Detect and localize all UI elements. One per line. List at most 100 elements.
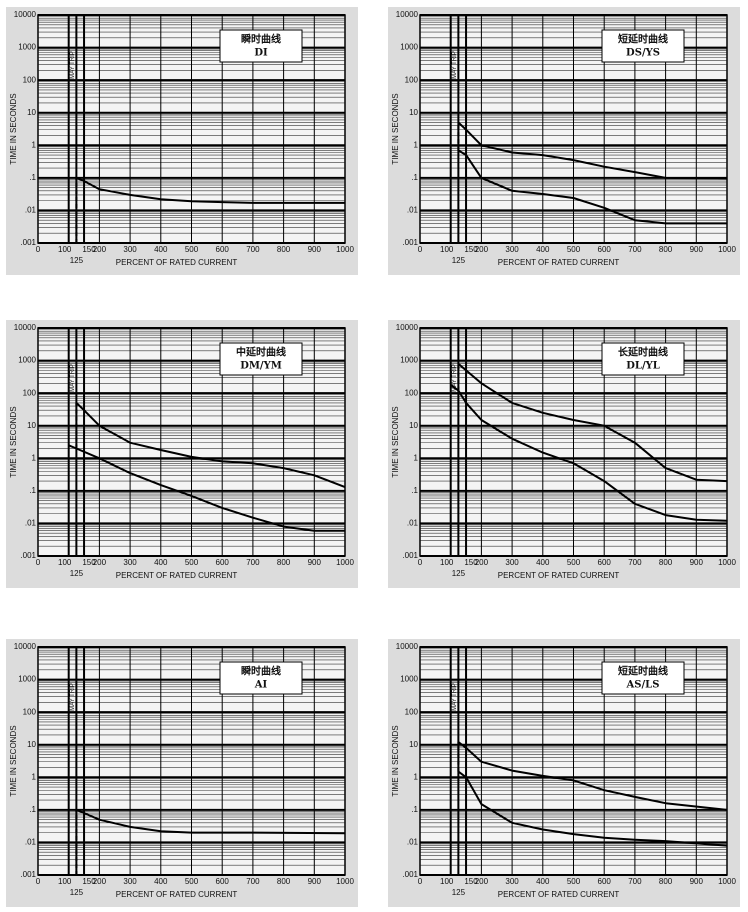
x-tick-label: 400 bbox=[536, 877, 550, 886]
x-tick-label: 500 bbox=[185, 245, 199, 254]
y-axis-label: TIME IN SECONDS bbox=[391, 725, 400, 796]
x-tick-label: 600 bbox=[216, 558, 230, 567]
y-tick-label: 10 bbox=[409, 108, 418, 117]
x-tick-label: 200 bbox=[93, 877, 107, 886]
y-axis-label: TIME IN SECONDS bbox=[9, 725, 18, 796]
curve bbox=[76, 808, 346, 835]
annotation: MAY TRIP bbox=[70, 364, 76, 392]
x-tick-label: 500 bbox=[185, 558, 199, 567]
x-tick-label: 1000 bbox=[336, 877, 354, 886]
chart-subtitle: AS/LS bbox=[626, 680, 660, 691]
x-tick-label: 200 bbox=[93, 558, 107, 567]
y-tick-label: 1 bbox=[414, 453, 419, 462]
y-tick-label: .001 bbox=[20, 551, 36, 560]
curve bbox=[457, 741, 728, 811]
annotation: MAY TRIP bbox=[452, 364, 458, 392]
x-tick-label: 700 bbox=[246, 877, 260, 886]
y-tick-label: 1000 bbox=[18, 43, 36, 52]
x-axis-label: PERCENT OF RATED CURRENT bbox=[498, 890, 620, 899]
y-tick-label: 1000 bbox=[18, 356, 36, 365]
x-axis-label: PERCENT OF RATED CURRENT bbox=[116, 258, 238, 267]
chart-subtitle: DS/YS bbox=[626, 48, 660, 59]
x-tick-label: 900 bbox=[308, 877, 322, 886]
x-tick-label: 1000 bbox=[336, 558, 354, 567]
y-tick-label: 10000 bbox=[14, 642, 37, 651]
x-tick-label: 500 bbox=[567, 245, 581, 254]
y-tick-label: .1 bbox=[29, 486, 36, 495]
x-tick-label: 300 bbox=[123, 245, 137, 254]
x-tick-label: 100 bbox=[440, 558, 454, 567]
x-axis-label: PERCENT OF RATED CURRENT bbox=[498, 571, 620, 580]
x-tick-label: 100 bbox=[440, 877, 454, 886]
x-tick-label: 1000 bbox=[718, 245, 736, 254]
x-tick-label: 100 bbox=[440, 245, 454, 254]
y-tick-label: .01 bbox=[407, 838, 419, 847]
x-tick-label: 1000 bbox=[336, 245, 354, 254]
title-box bbox=[219, 342, 303, 376]
x-tick-label: 0 bbox=[418, 558, 423, 567]
curve bbox=[457, 121, 728, 180]
x-tick-label: 300 bbox=[505, 245, 519, 254]
x-tick-label: 1000 bbox=[718, 558, 736, 567]
curve bbox=[457, 770, 728, 847]
y-tick-label: .1 bbox=[29, 173, 36, 182]
x-tick-label: 0 bbox=[36, 245, 41, 254]
y-tick-label: 100 bbox=[23, 388, 37, 397]
x-tick-label: 400 bbox=[154, 877, 168, 886]
x-tick-label: 900 bbox=[690, 245, 704, 254]
x-tick-label: 900 bbox=[690, 877, 704, 886]
x-tick-label: 125 bbox=[70, 256, 84, 265]
annotation: MAY TRIP bbox=[70, 51, 76, 79]
y-tick-label: 10000 bbox=[396, 10, 419, 19]
y-tick-label: 10 bbox=[27, 421, 36, 430]
y-tick-label: 100 bbox=[23, 75, 37, 84]
y-tick-label: 10 bbox=[409, 421, 418, 430]
x-tick-label: 800 bbox=[277, 245, 291, 254]
curve bbox=[68, 444, 345, 532]
chart-subtitle: AI bbox=[254, 680, 268, 691]
x-axis-label: PERCENT OF RATED CURRENT bbox=[498, 258, 620, 267]
x-tick-label: 700 bbox=[246, 245, 260, 254]
curve bbox=[450, 384, 728, 522]
x-tick-label: 300 bbox=[123, 558, 137, 567]
chart-subtitle: DI bbox=[254, 48, 268, 59]
x-tick-label: 0 bbox=[36, 877, 41, 886]
x-tick-label: 200 bbox=[93, 245, 107, 254]
x-tick-label: 100 bbox=[58, 877, 72, 886]
title-box bbox=[219, 661, 303, 695]
annotation: MAY TRIP bbox=[70, 683, 76, 711]
y-axis-label: TIME IN SECONDS bbox=[391, 406, 400, 477]
y-tick-label: .1 bbox=[411, 173, 418, 182]
x-tick-label: 125 bbox=[452, 569, 466, 578]
x-tick-label: 200 bbox=[475, 245, 489, 254]
x-tick-label: 125 bbox=[70, 569, 84, 578]
y-tick-label: .1 bbox=[29, 805, 36, 814]
x-tick-label: 400 bbox=[536, 245, 550, 254]
x-axis-label: PERCENT OF RATED CURRENT bbox=[116, 571, 238, 580]
y-tick-label: .01 bbox=[407, 519, 419, 528]
x-tick-label: 700 bbox=[628, 558, 642, 567]
x-tick-label: 400 bbox=[536, 558, 550, 567]
curve bbox=[457, 362, 728, 483]
y-tick-label: 10 bbox=[409, 740, 418, 749]
y-tick-label: 1 bbox=[414, 140, 419, 149]
chart-title: 瞬时曲线 bbox=[241, 665, 281, 678]
y-tick-label: .1 bbox=[411, 805, 418, 814]
y-axis-label: TIME IN SECONDS bbox=[391, 93, 400, 164]
y-tick-label: 10 bbox=[27, 108, 36, 117]
x-tick-label: 900 bbox=[308, 558, 322, 567]
x-tick-label: 600 bbox=[216, 245, 230, 254]
y-tick-label: .01 bbox=[25, 519, 37, 528]
x-tick-label: 400 bbox=[154, 245, 168, 254]
y-tick-label: 100 bbox=[405, 388, 419, 397]
x-tick-label: 150 bbox=[82, 877, 96, 886]
x-tick-label: 0 bbox=[418, 877, 423, 886]
x-tick-label: 0 bbox=[418, 245, 423, 254]
